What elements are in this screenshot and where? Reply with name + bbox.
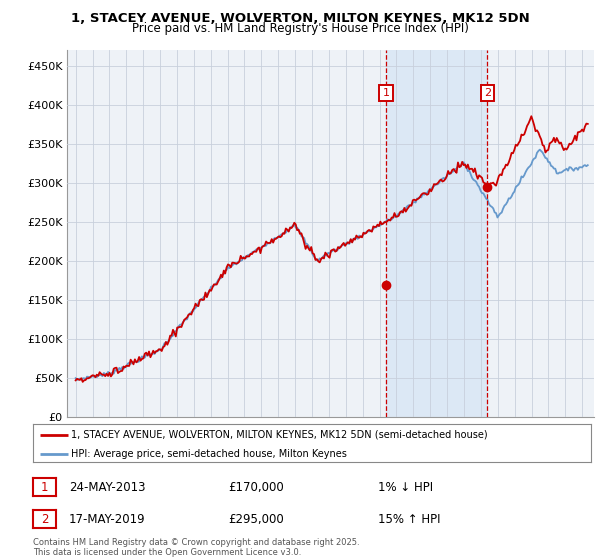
Text: 15% ↑ HPI: 15% ↑ HPI (378, 512, 440, 526)
Text: Price paid vs. HM Land Registry's House Price Index (HPI): Price paid vs. HM Land Registry's House … (131, 22, 469, 35)
Text: 2: 2 (41, 512, 48, 526)
Text: 1: 1 (382, 88, 389, 99)
Text: 2: 2 (484, 88, 491, 99)
Text: 1, STACEY AVENUE, WOLVERTON, MILTON KEYNES, MK12 5DN (semi-detached house): 1, STACEY AVENUE, WOLVERTON, MILTON KEYN… (71, 430, 488, 440)
Text: 1: 1 (41, 480, 48, 494)
Text: £170,000: £170,000 (228, 480, 284, 494)
Text: 24-MAY-2013: 24-MAY-2013 (69, 480, 146, 494)
Text: 1, STACEY AVENUE, WOLVERTON, MILTON KEYNES, MK12 5DN: 1, STACEY AVENUE, WOLVERTON, MILTON KEYN… (71, 12, 529, 25)
Text: 17-MAY-2019: 17-MAY-2019 (69, 512, 146, 526)
Bar (386, 50, 487, 417)
Text: 1% ↓ HPI: 1% ↓ HPI (378, 480, 433, 494)
Text: HPI: Average price, semi-detached house, Milton Keynes: HPI: Average price, semi-detached house,… (71, 449, 347, 459)
Text: Contains HM Land Registry data © Crown copyright and database right 2025.
This d: Contains HM Land Registry data © Crown c… (33, 538, 359, 557)
Text: £295,000: £295,000 (228, 512, 284, 526)
